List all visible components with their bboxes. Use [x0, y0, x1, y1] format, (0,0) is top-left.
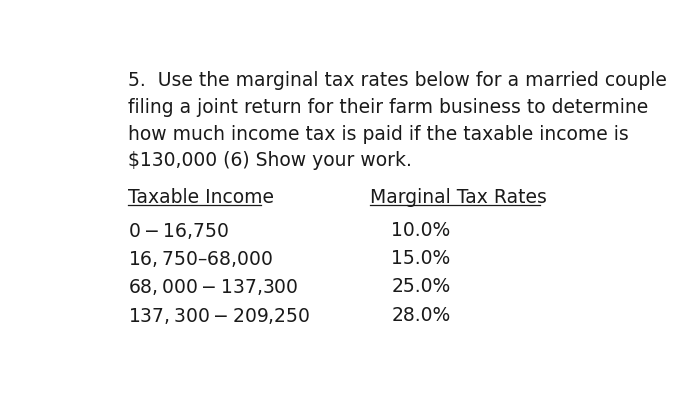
Text: $0 - $16,750: $0 - $16,750: [128, 221, 230, 241]
Text: 25.0%: 25.0%: [391, 277, 451, 297]
Text: Taxable Income: Taxable Income: [128, 188, 274, 207]
Text: 10.0%: 10.0%: [391, 221, 451, 240]
Text: how much income tax is paid if the taxable income is: how much income tax is paid if the taxab…: [128, 125, 629, 144]
Text: 15.0%: 15.0%: [391, 249, 451, 268]
Text: filing a joint return for their farm business to determine: filing a joint return for their farm bus…: [128, 98, 648, 117]
Text: 5.  Use the marginal tax rates below for a married couple: 5. Use the marginal tax rates below for …: [128, 71, 667, 90]
Text: $68,000 - $137,300: $68,000 - $137,300: [128, 277, 299, 297]
Text: $137,300 - $209,250: $137,300 - $209,250: [128, 306, 311, 326]
Text: $16,750 – $68,000: $16,750 – $68,000: [128, 249, 273, 269]
Text: Marginal Tax Rates: Marginal Tax Rates: [370, 188, 547, 207]
Text: 28.0%: 28.0%: [391, 306, 451, 325]
Text: $130,000 (6) Show your work.: $130,000 (6) Show your work.: [128, 151, 412, 171]
